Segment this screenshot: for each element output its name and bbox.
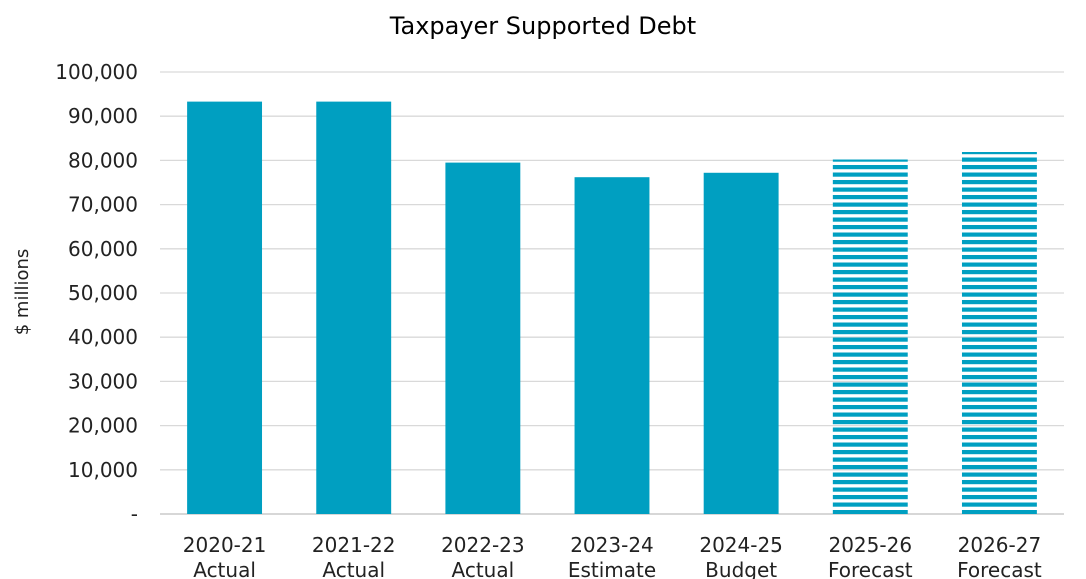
bar-2022-23 — [445, 162, 521, 515]
y-tick-label: 100,000 — [55, 60, 138, 84]
y-tick-label: 60,000 — [68, 237, 138, 261]
x-tick-label-status: Forecast — [957, 558, 1042, 579]
x-tick-label-status: Budget — [705, 558, 777, 579]
x-tick-label-year: 2024-25 — [699, 533, 783, 557]
x-tick-label-year: 2023-24 — [570, 533, 654, 557]
x-tick-label-status: Estimate — [568, 558, 656, 579]
y-axis-label: $ millions — [12, 249, 33, 336]
y-axis-ticks: - 10,000 20,000 30,000 40,000 50,000 60,000 70,… — [55, 60, 138, 526]
x-tick-label-status: Forecast — [828, 558, 913, 579]
bars — [187, 101, 1037, 515]
y-tick-label: 10,000 — [68, 458, 138, 482]
chart-title: Taxpayer Supported Debt — [389, 12, 696, 40]
y-tick-label: 80,000 — [68, 148, 138, 172]
bar-2024-25 — [703, 172, 779, 514]
x-tick-label-status: Actual — [193, 558, 256, 579]
y-tick-label: 50,000 — [68, 281, 138, 305]
y-tick-label: 20,000 — [68, 414, 138, 438]
bar-2023-24 — [574, 177, 650, 515]
x-tick-label-status: Actual — [322, 558, 385, 579]
x-tick-label-year: 2026-27 — [958, 533, 1042, 557]
bar-2026-27 — [961, 152, 1037, 514]
x-tick-label-year: 2020-21 — [183, 533, 267, 557]
x-tick-label-year: 2022-23 — [441, 533, 525, 557]
x-tick-label-status: Actual — [452, 558, 515, 579]
y-tick-label: - — [131, 502, 138, 526]
x-tick-label-year: 2021-22 — [312, 533, 396, 557]
y-tick-label: 40,000 — [68, 325, 138, 349]
bar-2021-22 — [316, 101, 392, 514]
y-tick-label: 30,000 — [68, 369, 138, 393]
x-axis-ticks: 2020-21Actual2021-22Actual2022-23Actual2… — [183, 533, 1042, 579]
bar-2025-26 — [832, 159, 908, 515]
y-tick-label: 70,000 — [68, 193, 138, 217]
y-tick-label: 90,000 — [68, 104, 138, 128]
x-tick-label-year: 2025-26 — [828, 533, 912, 557]
bar-2020-21 — [187, 101, 263, 514]
